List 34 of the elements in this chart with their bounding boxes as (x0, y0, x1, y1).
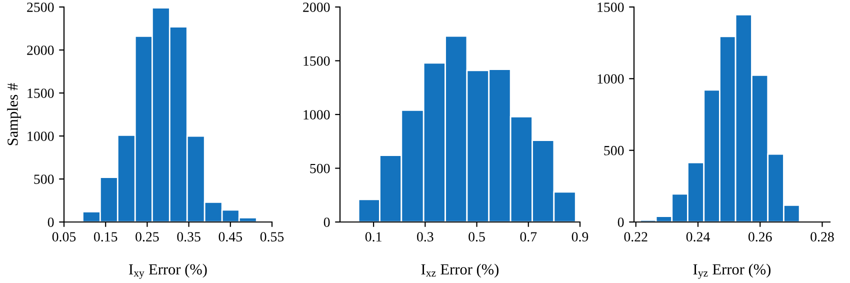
x-tick-label: 0.9 (572, 232, 588, 242)
x-tick-label: 0.15 (94, 232, 118, 242)
x-axis-title: I$_{xy}$ Error (%) (128, 264, 207, 279)
y-tick-label: 1000 (28, 132, 54, 141)
x-tick-label: 0.7 (520, 232, 537, 242)
y-tick-label: 0 (48, 218, 54, 227)
x-axis-title: I$_{yz}$ Error (%) (693, 264, 770, 279)
x-tick-label: 0.3 (417, 232, 434, 242)
y-tick-label: 1500 (28, 88, 54, 98)
y-tick-label: 1000 (598, 74, 624, 84)
x-tick-label: 0.35 (177, 232, 200, 242)
y-tick-label: 500 (604, 146, 624, 156)
y-tick-label: 500 (34, 174, 54, 184)
x-tick-label: 0.45 (218, 232, 242, 242)
x-tick-label: 0.22 (624, 232, 648, 242)
x-tick-label: 0.5 (468, 232, 485, 242)
y-tick-label: 0 (324, 218, 330, 227)
y-tick-label: 2500 (27, 2, 54, 12)
y-tick-label: 1500 (304, 56, 330, 66)
y-tick-label: 1500 (598, 2, 624, 12)
x-axis-title: I$_{xz}$ Error (%) (421, 264, 498, 278)
y-tick-label: 500 (310, 164, 330, 174)
y-tick-label: 2000 (303, 2, 330, 12)
y-tick-label: 0 (618, 218, 624, 227)
y-axis-title: Samples # (7, 83, 21, 146)
y-tick-label: 1000 (304, 110, 330, 120)
x-tick-label: 0.55 (260, 232, 284, 242)
x-tick-label: 0.24 (686, 232, 710, 242)
y-tick-label: 2000 (27, 46, 54, 55)
x-tick-label: 0.25 (136, 232, 159, 242)
x-tick-label: 0.1 (365, 232, 382, 242)
x-tick-label: 0.05 (52, 232, 76, 242)
x-tick-label: 0.26 (748, 232, 772, 242)
x-tick-label: 0.28 (810, 232, 834, 242)
